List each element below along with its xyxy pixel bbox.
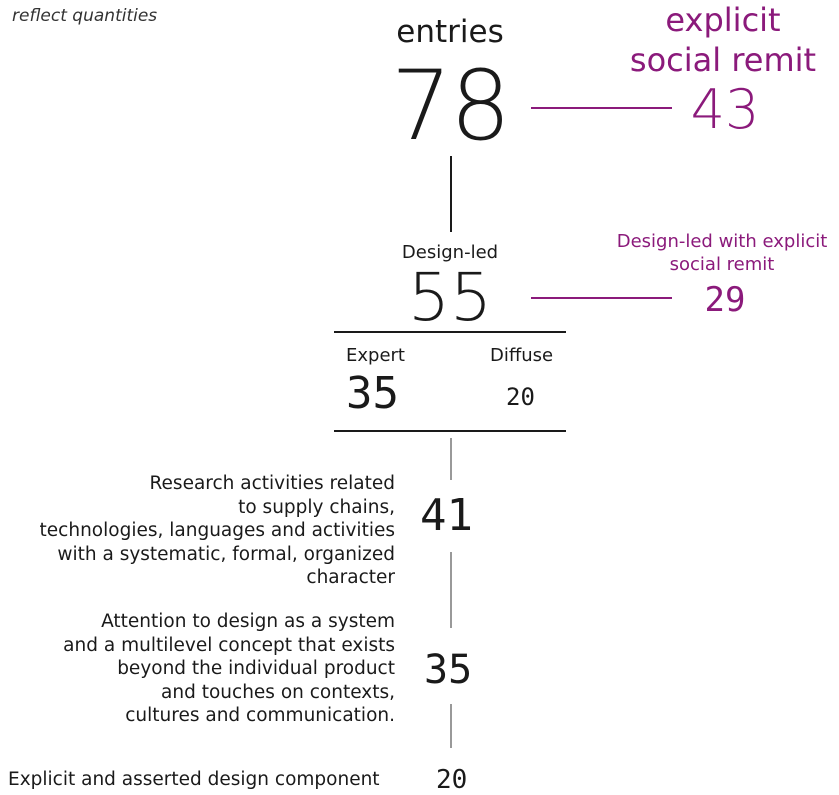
criterion-design-component-text: Explicit and asserted design component bbox=[8, 768, 428, 792]
design-led-social-value: 29 bbox=[704, 280, 746, 320]
entries-value: 78 bbox=[390, 50, 511, 162]
diffuse-value: 20 bbox=[506, 383, 535, 411]
criterion-line: and touches on contexts, bbox=[161, 681, 395, 703]
design-led-social-label-line2: social remit bbox=[669, 254, 775, 275]
criterion-system-value: 35 bbox=[424, 647, 473, 693]
criterion-line: to supply chains, bbox=[238, 496, 395, 518]
criterion-research-text: Research activities related to supply ch… bbox=[0, 472, 395, 590]
criterion-line: and a multilevel concept that exists bbox=[63, 634, 395, 656]
explicit-social-label: explicit social remit bbox=[610, 0, 836, 80]
criterion-line: Attention to design as a system bbox=[101, 611, 395, 632]
explicit-social-value: 43 bbox=[690, 78, 760, 141]
design-led-value: 55 bbox=[408, 259, 492, 336]
criterion-line: Research activities related bbox=[149, 473, 395, 494]
criterion-line: cultures and communication. bbox=[125, 705, 395, 726]
criterion-system-text: Attention to design as a system and a mu… bbox=[0, 610, 395, 728]
expert-label: Expert bbox=[346, 345, 405, 366]
criterion-design-component-value: 20 bbox=[436, 765, 468, 795]
criterion-line: with a systematic, formal, organized bbox=[57, 543, 395, 565]
criterion-line: Explicit and asserted design component bbox=[8, 769, 380, 790]
expert-value: 35 bbox=[346, 368, 399, 419]
criterion-line: character bbox=[306, 567, 395, 588]
diffuse-label: Diffuse bbox=[490, 345, 554, 366]
explicit-social-label-line1: explicit bbox=[665, 1, 781, 39]
entries-label: entries bbox=[396, 14, 504, 50]
tagline: reflect quantities bbox=[12, 6, 158, 26]
criterion-line: technologies, languages and activities bbox=[39, 520, 395, 541]
design-led-social-label: Design-led with explicit social remit bbox=[604, 230, 839, 276]
criterion-line: beyond the individual product bbox=[117, 658, 395, 679]
design-led-social-label-line1: Design-led with explicit bbox=[616, 231, 828, 252]
criterion-research-value: 41 bbox=[420, 490, 473, 541]
design-led-label: Design-led bbox=[401, 242, 499, 263]
explicit-social-label-line2: social remit bbox=[629, 41, 817, 79]
